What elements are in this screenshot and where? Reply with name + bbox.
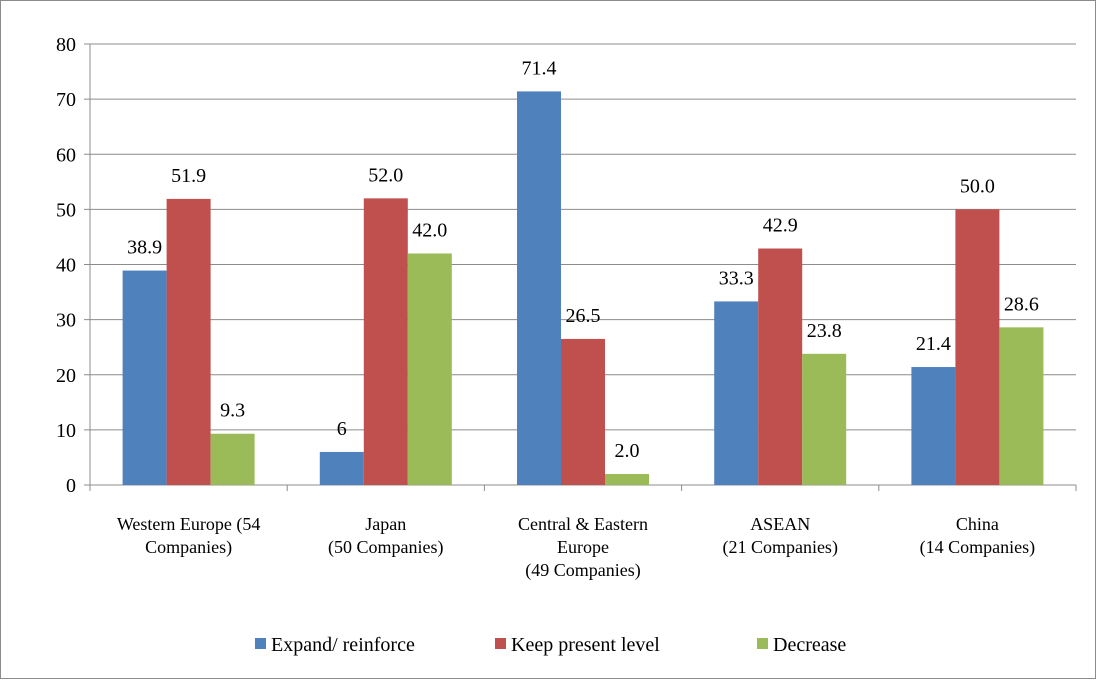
legend-label: Keep present level <box>511 634 660 656</box>
data-label: 26.5 <box>566 305 601 327</box>
legend-swatch <box>255 638 266 649</box>
bar[interactable] <box>319 451 364 485</box>
bar[interactable] <box>363 198 408 485</box>
data-label: 50.0 <box>960 175 995 197</box>
bar[interactable] <box>758 248 803 485</box>
data-label: 6 <box>337 418 347 440</box>
legend-label: Expand/ reinforce <box>271 634 415 656</box>
y-tick-label: 50 <box>56 199 76 221</box>
bar[interactable] <box>714 301 759 485</box>
data-label: 33.3 <box>719 267 754 289</box>
bar[interactable] <box>802 353 847 485</box>
data-label: 28.6 <box>1004 293 1039 315</box>
bar[interactable] <box>210 433 255 485</box>
bar[interactable] <box>407 253 452 485</box>
legend-swatch <box>757 638 768 649</box>
data-label: 38.9 <box>127 237 162 259</box>
bar[interactable] <box>122 270 167 485</box>
x-tick-label: Europe <box>557 537 609 557</box>
bar[interactable] <box>166 198 211 485</box>
x-tick-label: Japan <box>365 514 406 534</box>
y-tick-label: 10 <box>56 420 76 442</box>
x-tick-label: Central & Eastern <box>518 514 648 534</box>
data-label: 2.0 <box>615 440 640 462</box>
x-tick-label: China <box>956 514 999 534</box>
data-label: 23.8 <box>807 320 842 342</box>
bar[interactable] <box>999 327 1044 485</box>
x-tick-label: (50 Companies) <box>328 537 443 558</box>
y-tick-label: 30 <box>56 310 76 332</box>
data-label: 21.4 <box>916 333 951 355</box>
data-label: 52.0 <box>368 164 403 186</box>
data-label: 9.3 <box>220 400 245 422</box>
data-label: 42.9 <box>763 215 798 237</box>
x-tick-label: Companies) <box>145 537 232 558</box>
bar[interactable] <box>517 91 561 485</box>
x-tick-label: (21 Companies) <box>722 537 837 558</box>
legend-label: Decrease <box>773 634 846 656</box>
x-tick-label: (49 Companies) <box>525 560 640 581</box>
x-tick-label: ASEAN <box>750 514 810 534</box>
y-tick-label: 70 <box>56 89 76 111</box>
data-label: 71.4 <box>522 57 557 79</box>
y-tick-label: 60 <box>56 144 76 166</box>
bar[interactable] <box>955 209 1000 485</box>
bar[interactable] <box>911 367 956 485</box>
bar[interactable] <box>605 473 649 485</box>
legend-swatch <box>495 638 506 649</box>
y-tick-label: 20 <box>56 365 76 387</box>
bar[interactable] <box>561 338 605 485</box>
y-tick-label: 0 <box>66 475 76 497</box>
x-tick-label: Western Europe (54 <box>117 514 261 535</box>
data-label: 42.0 <box>412 219 447 241</box>
y-tick-label: 80 <box>56 34 76 56</box>
data-label: 51.9 <box>171 165 206 187</box>
x-tick-label: (14 Companies) <box>920 537 1035 558</box>
y-tick-label: 40 <box>56 255 76 277</box>
